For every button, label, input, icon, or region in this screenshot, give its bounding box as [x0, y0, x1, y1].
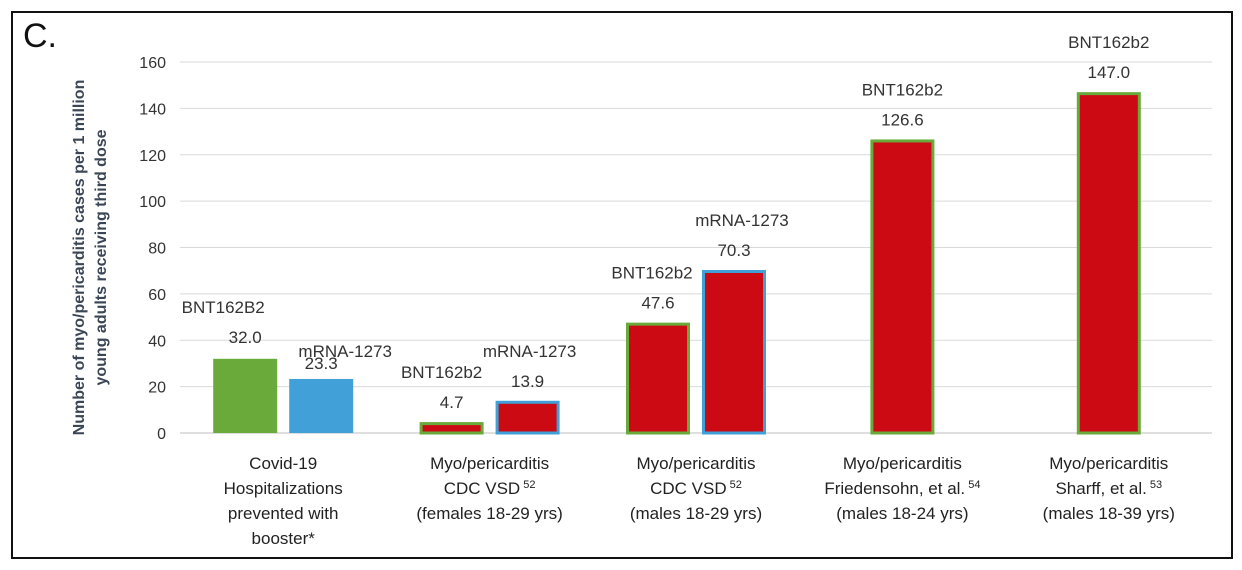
y-tick-label: 0 [157, 426, 166, 443]
y-tick-label: 80 [148, 241, 166, 258]
x-category-label: CDC VSD 52 [444, 479, 536, 498]
bar-series-label: BNT162b2 [611, 264, 692, 283]
y-tick-label: 140 [139, 101, 166, 118]
bar [289, 378, 354, 433]
bar-value-label: 13.9 [511, 372, 544, 391]
bar-series-label: mRNA-1273 [695, 211, 789, 230]
bar-series-label: mRNA-1273 [298, 342, 392, 361]
x-category-label: (males 18-39 yrs) [1043, 504, 1175, 523]
y-tick-label: 40 [148, 333, 166, 350]
x-category-label: CDC VSD 52 [650, 479, 742, 498]
bars [213, 92, 1141, 435]
bar-series-label: BNT162b2 [862, 80, 943, 99]
bar-value-label: 126.6 [881, 110, 924, 129]
bar [626, 322, 690, 435]
bar-value-label: 147.0 [1088, 63, 1131, 82]
bar [213, 358, 278, 433]
y-axis-label-line: young adults receiving third dose [93, 129, 110, 385]
x-category-label: Myo/pericarditis [1049, 454, 1168, 473]
x-category-label: booster* [252, 529, 316, 548]
x-category-label: Friedensohn, et al. 54 [824, 479, 980, 498]
bar-series-label: BNT162b2 [1068, 33, 1149, 52]
x-category-label: (males 18-29 yrs) [630, 504, 762, 523]
bar [1076, 92, 1141, 435]
bar [870, 139, 935, 435]
x-category-label: Myo/pericarditis [843, 454, 962, 473]
x-category-label: Hospitalizations [224, 479, 343, 498]
y-tick-label: 20 [148, 380, 166, 397]
bar-value-label: 32.0 [229, 328, 262, 347]
reference-superscript: 52 [727, 479, 742, 491]
bar [702, 269, 766, 435]
figure-frame: C. [11, 11, 1233, 559]
x-category-label: Sharff, et al. 53 [1055, 479, 1162, 498]
gridlines [180, 61, 1212, 434]
y-tick-label: 160 [139, 55, 166, 72]
bar-series-label: BNT162b2 [401, 363, 482, 382]
x-axis: Covid-19 Hospitalizations prevented with bo… [224, 454, 1175, 548]
x-category-label: Myo/pericarditis [636, 454, 755, 473]
y-tick-label: 60 [148, 287, 166, 304]
x-category-label: (males 18-24 yrs) [836, 504, 968, 523]
y-tick-label: 120 [139, 148, 166, 165]
bar [495, 400, 560, 435]
reference-superscript: 52 [520, 479, 535, 491]
bar-value-label: 23.3 [305, 354, 338, 373]
x-category-label: prevented with [228, 504, 339, 523]
reference-superscript: 53 [1147, 479, 1162, 491]
y-axis-label: Number of myo/pericarditis cases per 1 m… [71, 80, 110, 436]
y-tick-label: 100 [139, 194, 166, 211]
bar-series-label: mRNA-1273 [483, 342, 577, 361]
bar [419, 422, 484, 435]
reference-superscript: 54 [965, 479, 980, 491]
bar-value-label: 70.3 [717, 241, 750, 260]
bar-value-label: 4.7 [440, 393, 464, 412]
x-category-label: (females 18-29 yrs) [416, 504, 562, 523]
y-axis: 0 20 40 60 80 100 120 140 160 [139, 55, 166, 443]
panel-label: C. [23, 17, 57, 55]
bar-value-label: 47.6 [641, 294, 674, 313]
y-axis-label-line: Number of myo/pericarditis cases per 1 m… [71, 80, 88, 436]
bar-series-label: BNT162B2 [182, 298, 265, 317]
x-category-label: Covid-19 [249, 454, 317, 473]
x-category-label: Myo/pericarditis [430, 454, 549, 473]
